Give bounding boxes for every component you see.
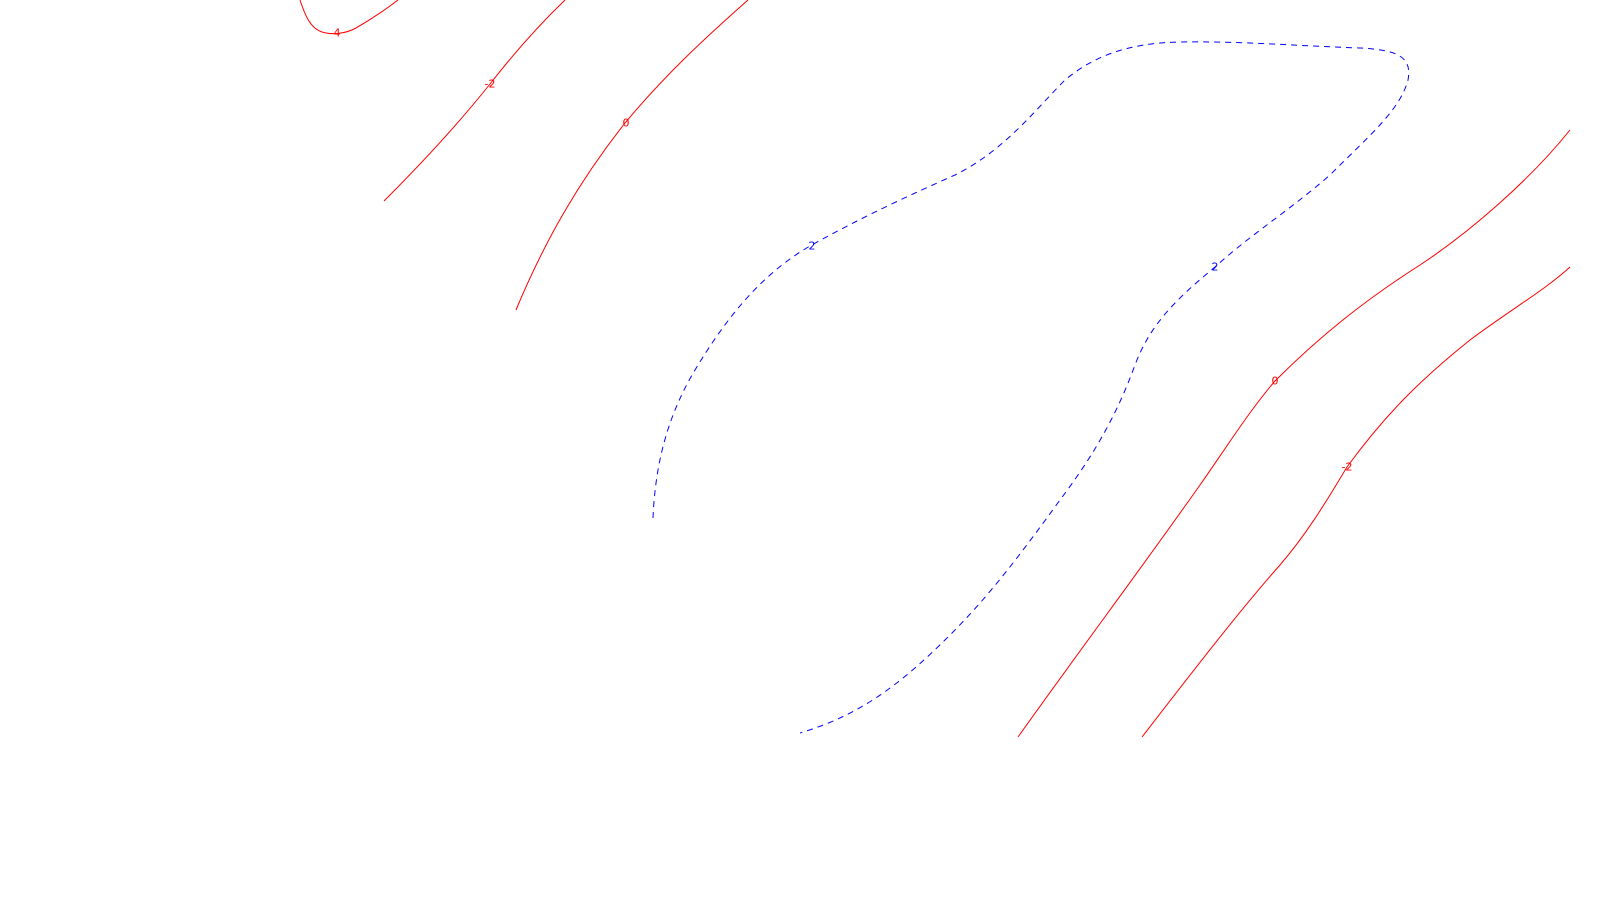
contour-line-zero-lower-right — [1017, 129, 1571, 738]
contour-label-neg2-lower-right: -2 — [1342, 461, 1353, 474]
contour-label-zero-lower-right: 0 — [1272, 375, 1279, 388]
contour-label-zero-upper-left: 0 — [623, 117, 630, 130]
contour-line-zero-upper-left — [515, 0, 749, 311]
contour-line-neg4 — [299, 0, 399, 35]
contour-lines — [299, 0, 1571, 738]
contour-line-pos2 — [652, 41, 1410, 734]
contour-labels: -4 -2 0 2 2 0 -2 — [330, 27, 1353, 474]
contour-label-neg2-upper-left: -2 — [485, 78, 496, 91]
contour-label-pos2-left: 2 — [809, 240, 816, 253]
contour-label-pos2-right: 2 — [1212, 261, 1219, 274]
contour-line-neg2-upper-left — [383, 0, 566, 202]
contour-label-neg4: -4 — [330, 27, 341, 40]
contour-line-neg2-lower-right — [1141, 266, 1571, 738]
